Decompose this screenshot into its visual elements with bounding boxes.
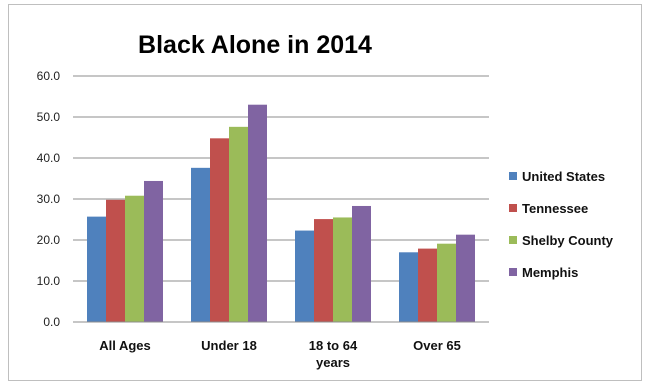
- legend-label: Shelby County: [522, 233, 614, 248]
- bar-tennessee: [210, 138, 229, 322]
- y-tick-label: 50.0: [37, 110, 61, 124]
- bar-shelby-county: [229, 126, 248, 322]
- bar-memphis: [144, 180, 163, 322]
- bar-united-states: [399, 252, 418, 322]
- bar-tennessee: [418, 248, 437, 322]
- x-category-label: Over 65: [413, 338, 461, 353]
- y-tick-label: 30.0: [37, 192, 61, 206]
- bar-united-states: [191, 167, 210, 322]
- bar-memphis: [248, 104, 267, 322]
- chart-frame: Black Alone in 2014 0.0 10.0 20.0 30.0 40.0 5…: [8, 4, 642, 381]
- bar-chart: Black Alone in 2014 0.0 10.0 20.0 30.0 40.0 5…: [37, 31, 614, 370]
- x-category-label: 18 to 64 years: [309, 338, 358, 370]
- y-tick-label: 40.0: [37, 151, 61, 165]
- legend-label: United States: [522, 169, 605, 184]
- legend: United States Tennessee Shelby County Memph…: [509, 169, 614, 280]
- y-tick-label: 60.0: [37, 69, 61, 83]
- legend-swatch: [509, 204, 517, 212]
- legend-swatch: [509, 236, 517, 244]
- x-category-label: All Ages: [99, 338, 151, 353]
- bar-tennessee: [106, 199, 125, 322]
- y-tick-label: 0.0: [43, 315, 60, 329]
- y-tick-label: 20.0: [37, 233, 61, 247]
- legend-swatch: [509, 172, 517, 180]
- y-tick-label: 10.0: [37, 274, 61, 288]
- legend-swatch: [509, 268, 517, 276]
- x-axis-categories: All Ages Under 18 18 to 64 years Over 65: [99, 338, 461, 370]
- chart-title: Black Alone in 2014: [138, 31, 372, 59]
- x-category-label: Under 18: [201, 338, 257, 353]
- bar-memphis: [456, 234, 475, 322]
- bar-united-states: [295, 230, 314, 322]
- bars: [87, 104, 475, 322]
- legend-label: Tennessee: [522, 201, 588, 216]
- bar-united-states: [87, 216, 106, 322]
- bar-shelby-county: [125, 195, 144, 322]
- bar-memphis: [352, 205, 371, 322]
- y-axis-ticks: 0.0 10.0 20.0 30.0 40.0 50.0 60.0: [37, 69, 61, 329]
- bar-tennessee: [314, 219, 333, 322]
- legend-label: Memphis: [522, 265, 578, 280]
- bar-shelby-county: [437, 243, 456, 322]
- bar-shelby-county: [333, 217, 352, 322]
